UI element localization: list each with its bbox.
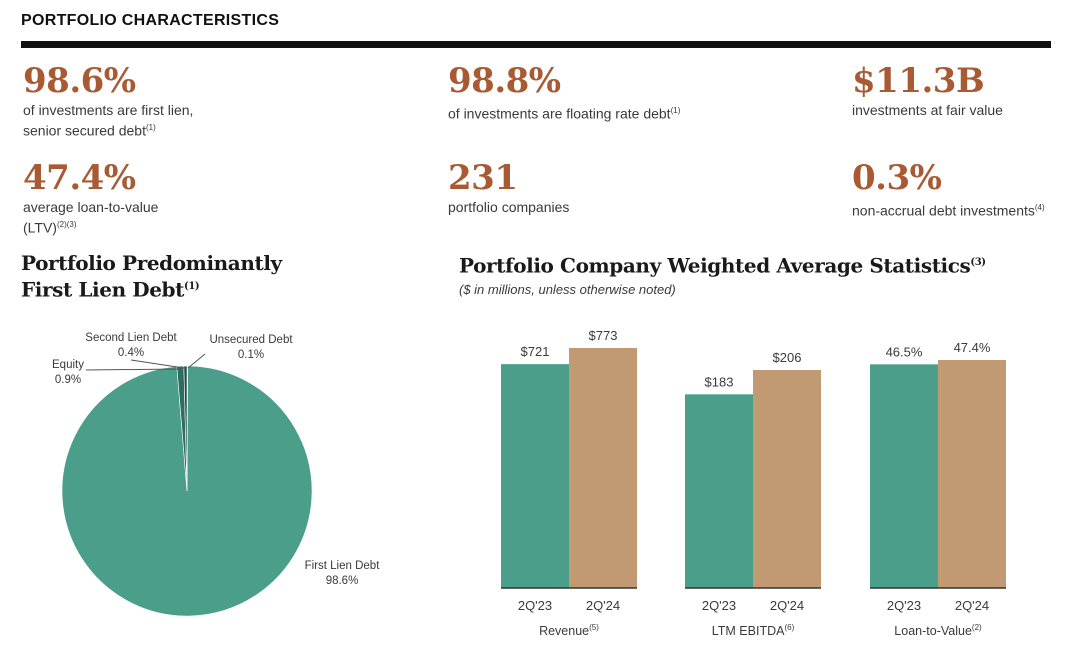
kpi-value: 98.8% <box>448 61 561 101</box>
bar-value-label: $206 <box>773 350 802 365</box>
pie-leader-second-lien-debt <box>130 359 185 369</box>
bar-category-label: 2Q'24 <box>586 598 620 613</box>
kpi-description: average loan-to-value (LTV)(2)(3) <box>23 199 159 236</box>
bar-category-label: 2Q'23 <box>887 598 921 613</box>
bar-category-label: 2Q'23 <box>518 598 552 613</box>
bar-loan-to-value-0 <box>870 364 938 588</box>
bar-chart-title: Portfolio Company Weighted Average Stati… <box>459 253 986 278</box>
bar-value-label: $183 <box>705 374 734 389</box>
kpi-ltv: 47.4% average loan-to-value (LTV)(2)(3) <box>23 159 158 237</box>
kpi-portfolio-companies: 231 portfolio companies <box>448 159 569 216</box>
pie-label-equity: Equity <box>52 359 84 371</box>
pie-slice-second-lien-debt <box>183 365 188 492</box>
bar-ltm-ebitda-0 <box>685 394 753 588</box>
bar-value-label: $721 <box>521 344 550 359</box>
kpi-first-lien: 98.6% of investments are first lien, sen… <box>23 62 193 140</box>
pie-label-first-lien-debt: First Lien Debt <box>305 560 381 572</box>
kpi-value: 231 <box>448 158 518 198</box>
bar-revenue-1 <box>569 348 637 588</box>
bar-value-label: 47.4% <box>954 340 991 355</box>
kpi-description: portfolio companies <box>448 199 570 215</box>
pie-value-unsecured-debt: 0.1% <box>238 349 264 361</box>
kpi-description: non-accrual debt investments(4) <box>852 202 1045 219</box>
bar-group-label: Loan-to-Value(2) <box>894 623 982 638</box>
pie-slice-first-lien-debt <box>61 365 313 617</box>
kpi-value: 0.3% <box>852 158 942 198</box>
bar-loan-to-value-1 <box>938 360 1006 588</box>
kpi-description: of investments are first lien, senior se… <box>23 102 194 139</box>
bar-revenue-0 <box>501 364 569 588</box>
pie-value-second-lien-debt: 0.4% <box>118 347 144 359</box>
kpi-value: $11.3B <box>852 61 985 101</box>
kpi-non-accrual: 0.3% non-accrual debt investments(4) <box>852 159 1045 220</box>
bar-group-label: Revenue(5) <box>539 623 599 638</box>
bar-category-label: 2Q'23 <box>702 598 736 613</box>
bar-value-label: $773 <box>589 328 618 343</box>
header-rule <box>21 41 1051 48</box>
pie-leader-equity <box>85 368 182 371</box>
bar-value-label: 46.5% <box>886 344 923 359</box>
kpi-fair-value: $11.3B investments at fair value <box>852 62 1003 119</box>
bar-category-label: 2Q'24 <box>955 598 989 613</box>
bar-chart-subtitle: ($ in millions, unless otherwise noted) <box>459 282 676 297</box>
bar-category-label: 2Q'24 <box>770 598 804 613</box>
pie-leader-unsecured-debt <box>187 353 206 369</box>
pie-label-second-lien-debt: Second Lien Debt <box>85 332 177 344</box>
pie-chart: First Lien Debt 98.6% Equity 0.9% Second Lie… <box>52 332 381 617</box>
kpi-description: investments at fair value <box>852 102 1003 118</box>
kpi-floating-rate: 98.8% of investments are floating rate d… <box>448 62 680 123</box>
pie-label-unsecured-debt: Unsecured Debt <box>209 334 293 346</box>
kpi-description: of investments are floating rate debt(1) <box>448 105 681 122</box>
pie-value-equity: 0.9% <box>55 374 81 386</box>
bar-group-label: LTM EBITDA(6) <box>712 623 795 638</box>
bar-ltm-ebitda-1 <box>753 370 821 588</box>
kpi-value: 47.4% <box>23 158 136 198</box>
pie-chart-title: Portfolio Predominantly First Lien Debt(… <box>21 251 282 302</box>
kpi-value: 98.6% <box>23 61 136 101</box>
bar-chart: $721 2Q'23 $773 2Q'24 Revenue(5) $183 2Q'23 $20… <box>501 328 1006 638</box>
pie-value-first-lien-debt: 98.6% <box>326 575 359 587</box>
section-title: PORTFOLIO CHARACTERISTICS <box>21 12 280 29</box>
